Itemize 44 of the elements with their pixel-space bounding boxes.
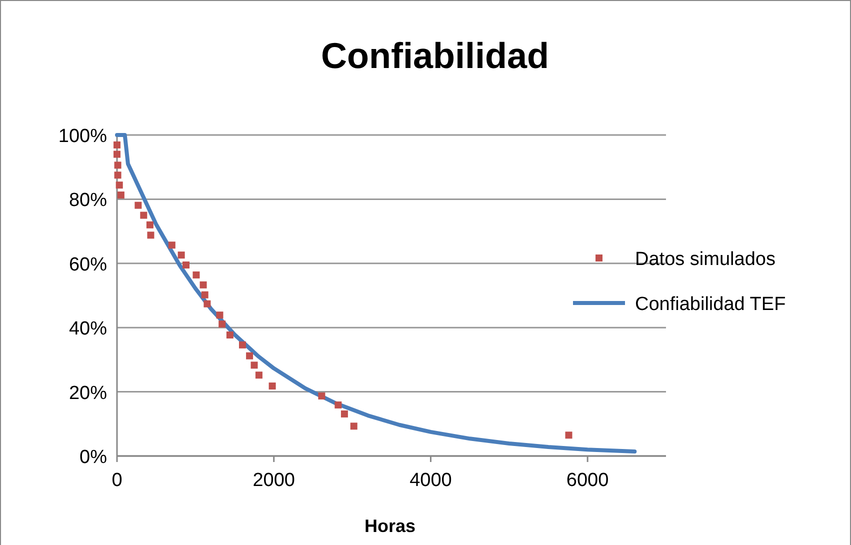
point bbox=[201, 291, 208, 298]
point bbox=[117, 192, 124, 199]
point bbox=[140, 212, 148, 219]
point bbox=[334, 401, 342, 408]
point bbox=[340, 410, 348, 418]
x-axis-title: Horas bbox=[364, 516, 416, 536]
point bbox=[565, 432, 572, 439]
x-tick-label: 0 bbox=[112, 470, 122, 491]
y-tick-label: 0% bbox=[80, 447, 108, 468]
chart-title: Confiabilidad bbox=[321, 35, 549, 76]
point bbox=[255, 372, 262, 379]
point bbox=[182, 262, 190, 269]
legend-label: Confiabilidad TEF bbox=[635, 294, 786, 315]
y-tick-label: 80% bbox=[68, 190, 108, 212]
point bbox=[178, 252, 185, 259]
point bbox=[192, 271, 200, 278]
point bbox=[226, 331, 234, 338]
point bbox=[116, 182, 123, 189]
y-tick-label: 100% bbox=[58, 126, 108, 147]
x-tick-label: 2000 bbox=[252, 470, 295, 491]
point bbox=[114, 150, 120, 158]
point bbox=[268, 382, 276, 390]
x-tick-label: 6000 bbox=[566, 470, 609, 491]
point bbox=[146, 221, 154, 228]
y-tick-label: 20% bbox=[68, 382, 108, 404]
x-tick-label: 4000 bbox=[410, 470, 452, 491]
point bbox=[200, 281, 207, 288]
point bbox=[114, 172, 122, 179]
point bbox=[114, 141, 120, 148]
point bbox=[246, 352, 254, 360]
point bbox=[134, 202, 142, 209]
point bbox=[238, 341, 246, 348]
point bbox=[168, 242, 176, 249]
y-tick-label: 40% bbox=[68, 318, 108, 340]
point bbox=[216, 312, 224, 319]
point bbox=[204, 300, 211, 308]
legend-label: Datos simulados bbox=[635, 249, 776, 270]
point bbox=[250, 362, 258, 369]
point bbox=[147, 232, 154, 239]
point bbox=[218, 320, 226, 328]
y-tick-label: 60% bbox=[68, 254, 108, 276]
point bbox=[350, 422, 358, 430]
point bbox=[114, 162, 122, 169]
point bbox=[318, 392, 326, 400]
